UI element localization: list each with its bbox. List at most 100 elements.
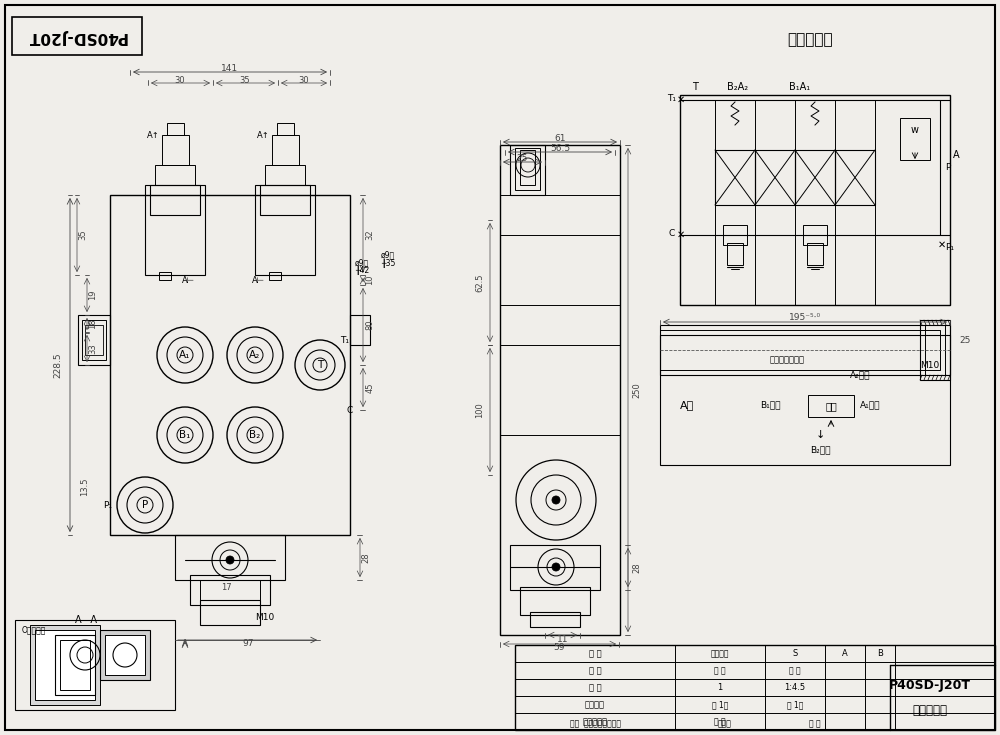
Text: T₁: T₁ — [668, 93, 676, 102]
Text: B₁出油: B₁出油 — [760, 401, 780, 409]
Bar — [925, 325, 945, 375]
Text: B₂出油: B₂出油 — [810, 445, 830, 454]
Bar — [515, 645, 995, 730]
Bar — [269, 272, 281, 280]
Text: B₂: B₂ — [249, 430, 261, 440]
Text: 共 1张: 共 1张 — [712, 700, 728, 709]
Text: 批 准: 批 准 — [809, 720, 821, 728]
Text: A↑: A↑ — [147, 131, 159, 140]
Bar — [155, 165, 195, 185]
Bar — [900, 118, 930, 160]
Text: 97: 97 — [242, 639, 254, 648]
Bar — [175, 535, 285, 580]
Bar — [15, 620, 175, 710]
Bar — [82, 320, 106, 360]
Text: 标准化审查: 标准化审查 — [582, 717, 608, 726]
Text: ✕: ✕ — [938, 240, 946, 250]
Bar — [807, 243, 823, 265]
Bar — [277, 123, 294, 135]
Text: A₁进油: A₁进油 — [860, 401, 880, 409]
Text: 28: 28 — [633, 563, 642, 573]
Text: P: P — [142, 500, 148, 510]
Text: ↓: ↓ — [815, 430, 825, 440]
Text: 141: 141 — [221, 63, 239, 73]
Text: B₂A₂: B₂A₂ — [727, 82, 749, 92]
Text: 45: 45 — [366, 383, 374, 393]
Bar — [200, 600, 260, 625]
Text: 11: 11 — [557, 634, 569, 644]
Text: 32: 32 — [366, 230, 374, 240]
Text: 25: 25 — [959, 335, 971, 345]
Text: 35: 35 — [78, 230, 88, 240]
Text: T: T — [317, 360, 323, 370]
Text: 18: 18 — [88, 319, 98, 329]
Bar — [150, 185, 200, 215]
Text: A↑: A↑ — [257, 131, 269, 140]
Text: P40SD-J20T: P40SD-J20T — [27, 29, 127, 43]
Bar — [515, 148, 540, 190]
Bar — [660, 335, 950, 465]
Text: 19: 19 — [88, 290, 98, 301]
Text: 设 计: 设 计 — [589, 650, 601, 659]
Text: w: w — [911, 125, 919, 135]
Bar — [510, 145, 545, 195]
Text: 10: 10 — [366, 275, 374, 285]
Circle shape — [226, 556, 234, 564]
Bar — [265, 165, 305, 185]
Text: A₂出油: A₂出油 — [850, 370, 870, 379]
Text: 30: 30 — [299, 76, 309, 85]
Text: 25: 25 — [516, 154, 528, 162]
Text: 56.5: 56.5 — [550, 143, 570, 152]
Text: 制 图: 制 图 — [589, 667, 601, 675]
Text: P₁: P₁ — [104, 501, 112, 509]
Text: 二联多路阀: 二联多路阀 — [912, 703, 948, 717]
Text: T: T — [692, 82, 698, 92]
Text: ╂35: ╂35 — [381, 258, 395, 268]
Text: 更改人: 更改人 — [718, 720, 732, 728]
Bar — [110, 195, 350, 535]
Text: 228.5: 228.5 — [54, 352, 62, 378]
Text: C: C — [669, 229, 675, 237]
Text: A⊢: A⊢ — [252, 276, 264, 284]
Bar — [808, 395, 854, 417]
Text: T₁: T₁ — [340, 335, 350, 345]
Text: A₂: A₂ — [249, 350, 261, 360]
Text: C: C — [347, 406, 353, 415]
Text: 250: 250 — [633, 382, 642, 398]
Text: A: A — [842, 650, 848, 659]
Text: 33: 33 — [88, 344, 98, 354]
Bar — [510, 545, 600, 590]
Bar — [727, 243, 743, 265]
Circle shape — [552, 563, 560, 571]
Text: A: A — [182, 639, 188, 648]
Text: A向: A向 — [680, 400, 694, 410]
Bar — [105, 635, 145, 675]
Bar — [723, 225, 747, 245]
Circle shape — [552, 496, 560, 504]
Bar — [60, 640, 90, 690]
Text: M10: M10 — [920, 360, 940, 370]
Bar — [35, 630, 95, 700]
Text: 61: 61 — [554, 134, 566, 143]
Text: ✕: ✕ — [677, 230, 685, 240]
Bar — [272, 135, 299, 165]
Text: 35: 35 — [240, 76, 250, 85]
Bar — [255, 185, 315, 275]
Bar — [920, 320, 950, 380]
Text: 30: 30 — [175, 76, 185, 85]
Text: A⊢: A⊢ — [182, 276, 194, 284]
Text: 13.5: 13.5 — [80, 478, 90, 496]
Bar — [145, 185, 205, 275]
Text: 按二控制方式：: 按二控制方式： — [770, 356, 805, 365]
Text: 审 图: 审 图 — [589, 684, 601, 692]
Bar — [190, 575, 270, 605]
Text: 59: 59 — [553, 644, 565, 653]
Bar — [520, 587, 590, 615]
Bar — [100, 630, 150, 680]
Text: 液压原理图: 液压原理图 — [787, 32, 833, 48]
Bar — [260, 185, 310, 215]
Text: 图样标记: 图样标记 — [711, 650, 729, 659]
Text: B₁A₁: B₁A₁ — [789, 82, 811, 92]
Bar — [715, 150, 755, 205]
Text: 数 量: 数 量 — [714, 667, 726, 675]
